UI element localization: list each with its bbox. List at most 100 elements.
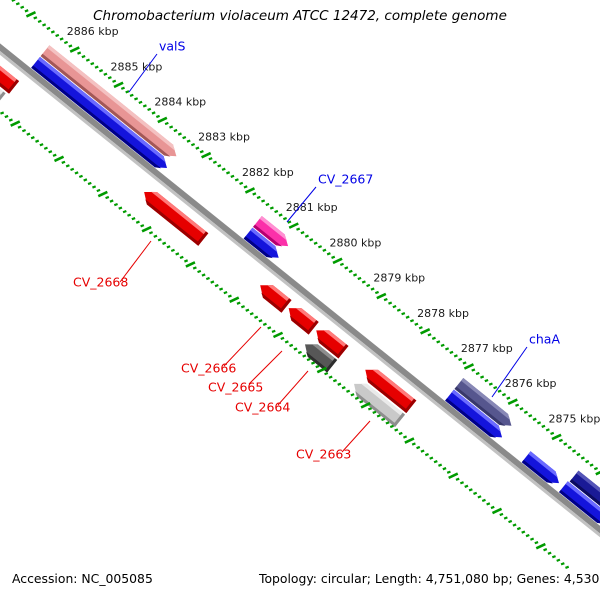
minor-tick-upper (33, 16, 38, 20)
gene-body (354, 383, 406, 428)
genome-backbone-highlight (0, 6, 600, 600)
minor-tick-upper (94, 65, 99, 69)
minor-tick-upper (269, 206, 274, 210)
minor-tick-lower (543, 548, 548, 552)
gene-shadow-face (569, 479, 600, 513)
gene-end-face (279, 298, 292, 313)
gene-body (569, 470, 600, 512)
gene-end-face (0, 91, 6, 106)
major-tick-upper (244, 187, 256, 194)
gene-arrow[interactable] (31, 56, 171, 174)
minor-tick-lower (192, 266, 197, 270)
minor-tick-lower (219, 287, 224, 291)
gene-label-CV_2668[interactable]: CV_2668 (73, 275, 128, 290)
gene-arrow-valS[interactable] (40, 45, 181, 162)
minor-tick-lower (153, 234, 158, 238)
gene-body (0, 45, 20, 94)
gene-arrow-CV_2664[interactable] (300, 338, 338, 373)
minor-tick-upper (120, 86, 125, 90)
gene-arrow-CV_2665[interactable] (284, 302, 319, 335)
gene-arrow[interactable] (360, 364, 417, 414)
major-tick-upper (201, 151, 212, 159)
gene-arrow[interactable] (558, 481, 600, 529)
minor-tick-upper (169, 125, 174, 129)
gene-shadow-face (289, 315, 311, 335)
minor-tick-lower (214, 283, 219, 288)
gene-label-CV_2663[interactable]: CV_2663 (296, 447, 351, 462)
minor-tick-lower (556, 558, 561, 562)
minor-tick-lower (389, 424, 394, 429)
minor-tick-lower (262, 322, 267, 326)
minor-tick-lower (162, 241, 167, 245)
minor-tick-upper (50, 30, 55, 34)
minor-tick-upper (593, 466, 598, 471)
minor-tick-lower (210, 280, 215, 284)
gene-top-face (295, 308, 319, 325)
kbp-tick-label: 2880 kbp (330, 236, 382, 249)
minor-tick-lower (284, 340, 289, 344)
major-tick-lower (53, 155, 65, 163)
minor-tick-upper (287, 220, 292, 224)
gene-top-face (37, 56, 166, 163)
minor-tick-lower (324, 371, 329, 376)
minor-tick-upper (226, 171, 231, 175)
gene-label-CV_2666[interactable]: CV_2666 (181, 361, 236, 376)
minor-tick-upper (147, 107, 152, 112)
minor-tick-lower (565, 565, 570, 569)
gene-arrow-chaA[interactable] (454, 377, 516, 431)
gene-label-CV_2667[interactable]: CV_2667 (318, 172, 373, 187)
minor-tick-lower (354, 396, 359, 400)
gene-shadow-face (445, 398, 497, 438)
minor-tick-lower (65, 164, 70, 168)
minor-tick-lower (240, 305, 245, 309)
gene-arrow[interactable] (521, 451, 564, 488)
gene-end-face (324, 358, 338, 373)
gene-arrow-CV_2663[interactable] (349, 378, 406, 428)
minor-tick-upper (256, 195, 261, 200)
minor-tick-lower (372, 410, 377, 414)
minor-tick-upper (182, 135, 187, 140)
minor-tick-upper (563, 442, 568, 446)
minor-tick-lower (464, 484, 469, 488)
minor-tick-upper (528, 414, 533, 418)
minor-tick-lower (267, 326, 272, 330)
gene-label-CV_2665[interactable]: CV_2665 (208, 380, 263, 395)
minor-tick-upper (125, 90, 130, 94)
gene-arrow[interactable] (569, 470, 600, 518)
gene-top-face (47, 45, 176, 151)
minor-tick-lower (289, 343, 294, 348)
gene-top-face (151, 191, 209, 236)
major-tick-lower (10, 120, 21, 127)
gene-top-face (372, 369, 417, 404)
gene-label-chaA[interactable]: chaA (529, 332, 560, 347)
minor-tick-upper (326, 252, 331, 256)
minor-tick-lower (315, 364, 320, 369)
minor-tick-upper (68, 44, 73, 48)
minor-tick-lower (337, 382, 342, 386)
minor-tick-upper (339, 262, 344, 267)
minor-tick-lower (499, 512, 504, 517)
gene-arrow[interactable] (0, 40, 20, 94)
minor-tick-lower (184, 259, 189, 263)
gene-arrow[interactable] (0, 54, 6, 106)
gene-arrow[interactable] (311, 324, 349, 359)
minor-tick-upper (151, 111, 156, 115)
gene-arrow-CV_2667[interactable] (253, 216, 292, 252)
gene-arrow[interactable] (243, 227, 283, 264)
minor-tick-lower (39, 143, 44, 147)
gene-label-CV_2664[interactable]: CV_2664 (235, 400, 290, 415)
minor-tick-upper (24, 9, 29, 13)
minor-tick-lower (74, 171, 79, 175)
minor-tick-lower (227, 294, 232, 298)
gene-arrow-CV_2666[interactable] (255, 279, 292, 313)
gene-arrow-CV_2668[interactable] (139, 186, 209, 246)
gene-body (31, 56, 168, 168)
gene-arrow[interactable] (445, 389, 506, 443)
gene-label-valS[interactable]: valS (159, 39, 186, 54)
minor-tick-lower (92, 185, 97, 189)
kbp-tick-label: 2884 kbp (154, 95, 206, 108)
minor-tick-upper (59, 37, 64, 41)
minor-tick-upper (304, 234, 309, 238)
minor-tick-upper (142, 104, 147, 108)
